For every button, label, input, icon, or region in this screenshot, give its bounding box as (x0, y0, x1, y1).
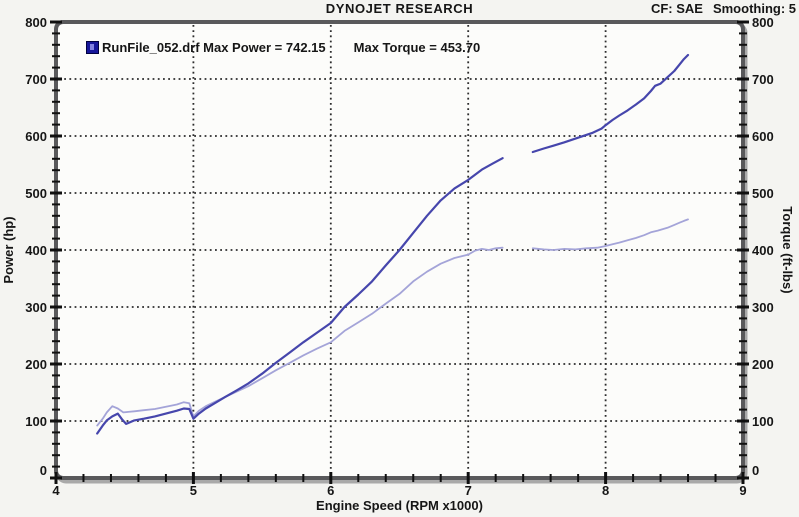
legend-max-power: Max Power = 742.15 (203, 40, 326, 55)
curve-segment (531, 218, 689, 251)
y-axis-title-left: Power (hp) (1, 216, 16, 284)
y-tick-label-right: 600 (752, 129, 774, 144)
y-tick-label-right: 700 (752, 72, 774, 87)
series-marker-icon (86, 41, 99, 54)
x-tick-label: 6 (327, 483, 334, 498)
y-tick-label-right: 0 (752, 463, 759, 478)
y-tick-label-left: 200 (25, 357, 47, 372)
y-tick-label-left: 0 (40, 463, 47, 478)
curve-segment (531, 53, 690, 154)
legend-max-torque: Max Torque = 453.70 (353, 40, 481, 55)
curve-segment (96, 246, 504, 427)
y-tick-label-right: 300 (752, 300, 774, 315)
series-marker-inner-icon (90, 44, 94, 50)
y-tick-label-left: 500 (25, 186, 47, 201)
y-tick-label-right: 500 (752, 186, 774, 201)
page-title: DYNOJET RESEARCH (325, 1, 474, 16)
legend-run-file: RunFile_052.drf (102, 40, 200, 55)
y-tick-label-left: 700 (25, 72, 47, 87)
y-tick-label-right: 800 (752, 15, 774, 30)
y-axis-title-right: Torque (ft-lbs) (780, 206, 795, 294)
y-tick-label-left: 100 (25, 414, 47, 429)
y-tick-label-left: 300 (25, 300, 47, 315)
correction-factor-label: CF: SAE (650, 1, 703, 16)
y-tick-label-right: 100 (752, 414, 774, 429)
x-tick-label: 8 (602, 483, 609, 498)
correction-settings: CF: SAE Smoothing: 5 (651, 1, 796, 16)
x-axis-title: Engine Speed (RPM x1000) (316, 498, 483, 513)
y-tick-label-left: 800 (25, 15, 47, 30)
power-curve (96, 53, 690, 435)
y-tick-label-left: 400 (25, 243, 47, 258)
y-tick-label-right: 400 (752, 243, 774, 258)
legend: RunFile_052.drf Max Power = 742.15 Max T… (86, 40, 480, 55)
axis-ticks (50, 20, 749, 484)
curve-segment (96, 157, 504, 435)
y-tick-label-right: 200 (752, 357, 774, 372)
x-tick-label: 4 (52, 483, 60, 498)
gridlines (59, 25, 740, 475)
torque-curve (96, 218, 689, 427)
x-tick-label: 7 (465, 483, 472, 498)
x-tick-label: 9 (739, 483, 746, 498)
x-tick-label: 5 (190, 483, 197, 498)
smoothing-label: Smoothing: 5 (712, 1, 796, 16)
y-tick-label-left: 600 (25, 129, 47, 144)
